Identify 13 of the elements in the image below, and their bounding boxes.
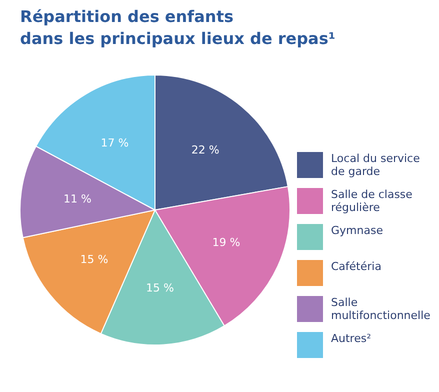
- data-label: 15 %: [80, 252, 108, 266]
- legend-label: Autres²: [331, 332, 371, 345]
- data-label: 17 %: [100, 136, 129, 150]
- data-label: 11 %: [64, 192, 92, 206]
- chart-title: Répartition des enfants dans les principaux lieux de repas¹: [20, 6, 336, 50]
- data-label: 15 %: [146, 282, 174, 295]
- data-label: 22 %: [191, 144, 220, 157]
- legend-label: Salle de classe régulière: [331, 188, 414, 214]
- legend-label: Salle multifonctionnelle: [331, 296, 432, 322]
- legend-label: Cafétéria: [331, 260, 382, 273]
- legend-label: Local du service de garde: [331, 152, 421, 178]
- legend-label: Gymnase: [331, 224, 383, 237]
- data-label: 19 %: [212, 236, 240, 250]
